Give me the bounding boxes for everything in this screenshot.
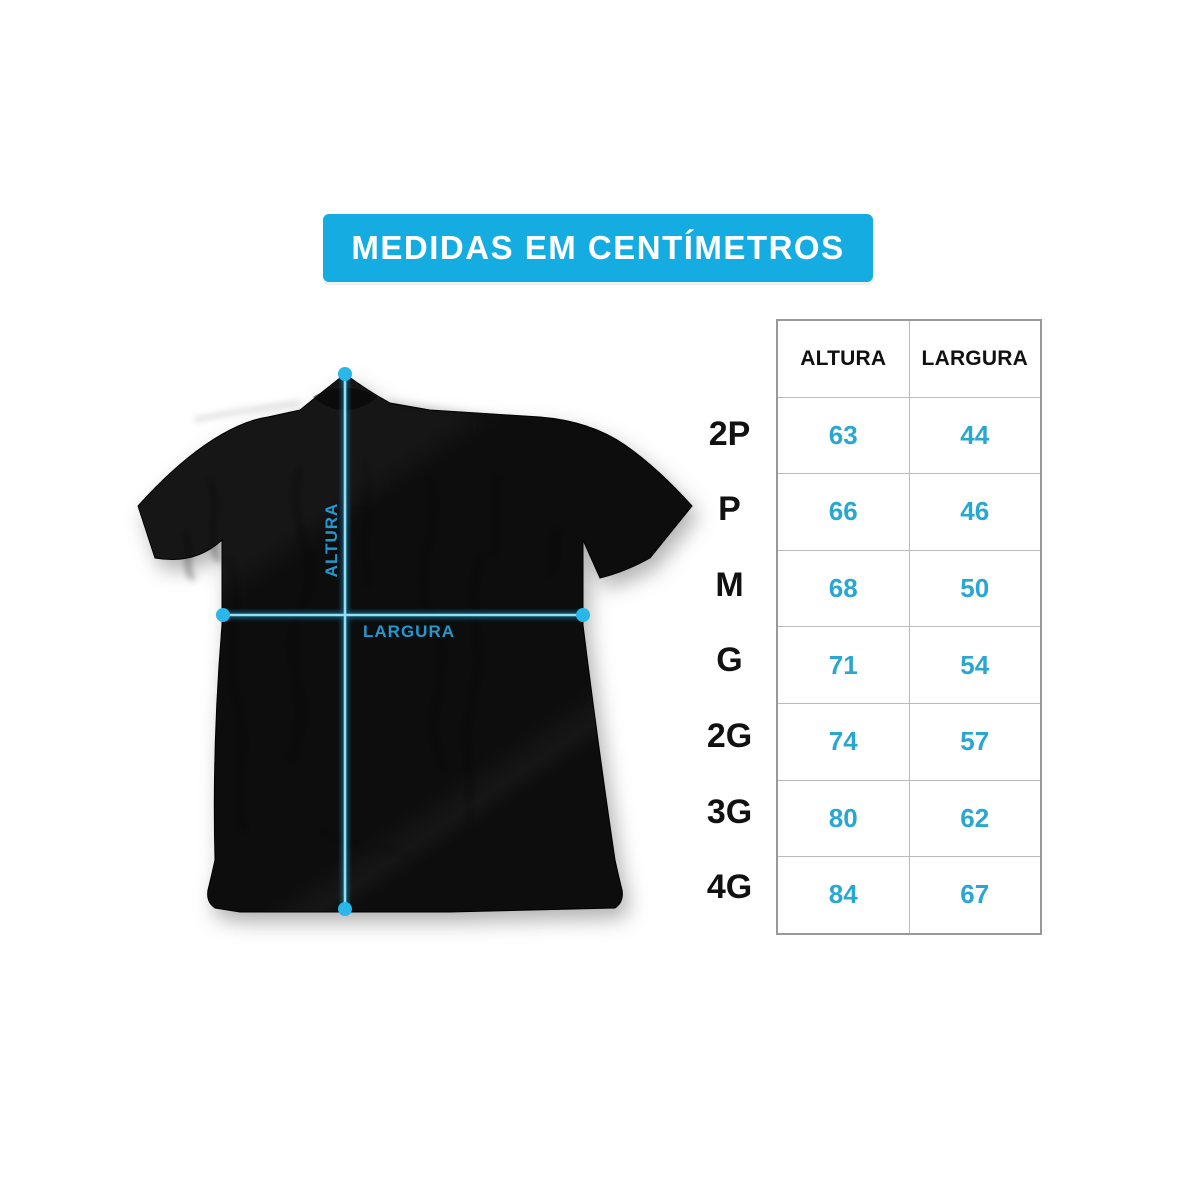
svg-text:ALTURA: ALTURA — [322, 503, 341, 578]
svg-text:LARGURA: LARGURA — [363, 622, 455, 641]
